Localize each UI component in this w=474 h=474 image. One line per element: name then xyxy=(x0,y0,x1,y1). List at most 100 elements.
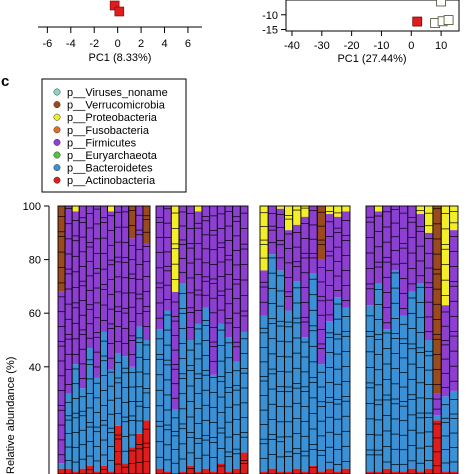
bar-segment xyxy=(135,326,143,434)
bar-segment xyxy=(341,211,350,308)
bar-segment xyxy=(58,206,66,292)
bar-segment xyxy=(202,468,210,474)
panel-b-x-tick-label: 0 xyxy=(408,40,414,52)
bar-segment xyxy=(325,468,334,474)
bar-segment xyxy=(194,471,202,474)
bar-segment xyxy=(186,465,195,474)
bar-segment xyxy=(121,356,129,464)
bar-segment xyxy=(424,232,433,340)
panel-a-point xyxy=(114,6,125,17)
bar-segment xyxy=(209,206,218,375)
panel-c-y-tick-label: 80 xyxy=(29,255,41,267)
legend-marker xyxy=(53,126,61,134)
panel-a-x-tick-label: 4 xyxy=(161,38,167,50)
bar-segment xyxy=(232,468,241,474)
bar-segment xyxy=(309,273,318,466)
panel-a-x-ticks: -6 -4 -2 0 2 4 6 xyxy=(42,27,191,50)
bar-segment xyxy=(317,471,326,474)
bar-segment xyxy=(186,340,195,466)
bar-segment xyxy=(135,206,143,327)
panel-a-x-tick-label: -6 xyxy=(42,38,52,50)
panel-a-x-tick-label: 0 xyxy=(115,38,121,50)
bar-segment xyxy=(432,420,442,474)
bar-segment xyxy=(416,214,425,284)
panel-c-y-tick-label: 60 xyxy=(29,308,41,320)
bar-segment xyxy=(374,211,383,284)
legend-label: p__Bacteroidetes xyxy=(67,163,153,175)
legend-label: p__Verrucomicrobia xyxy=(67,100,166,112)
bar-segment xyxy=(333,471,342,474)
bar-segment xyxy=(79,388,87,469)
panel-a-points xyxy=(109,0,125,17)
panel-c-y-tick-label: 100 xyxy=(23,201,41,213)
bar-segment xyxy=(374,206,383,212)
bar-segment xyxy=(107,471,115,474)
bar-segment xyxy=(407,206,417,292)
bar-segment xyxy=(225,337,233,472)
bar-segment xyxy=(135,433,143,474)
bar-segment xyxy=(128,206,136,239)
panel-b-points xyxy=(412,0,454,28)
panel-a-x-tick-label: -4 xyxy=(66,38,76,50)
bar-segment xyxy=(156,329,164,469)
legend-marker xyxy=(53,164,61,172)
bar-segment xyxy=(202,307,210,469)
bar-segment xyxy=(93,471,101,474)
bar-segment xyxy=(128,366,136,448)
bar-outline xyxy=(341,205,351,474)
panel-c-y-tick-label: 40 xyxy=(29,362,41,374)
bar-segment xyxy=(171,409,179,474)
bar-segment xyxy=(374,471,383,474)
bar-segment xyxy=(260,471,269,474)
bar-segment xyxy=(391,206,400,271)
bar-segment xyxy=(325,321,334,469)
bar-segment xyxy=(225,206,233,338)
bar-segment xyxy=(163,471,172,474)
bar-segment xyxy=(449,471,458,474)
bar-segment xyxy=(284,471,293,474)
bar-segment xyxy=(276,270,285,472)
panel-a-x-tick-label: 2 xyxy=(138,38,144,50)
bar-segment xyxy=(441,206,450,306)
bar-segment xyxy=(93,206,101,378)
bar-segment xyxy=(121,463,129,474)
legend-label: p__Firmicutes xyxy=(67,137,137,149)
bar-segment xyxy=(317,259,326,365)
panel-b-y-ticks: -10-15 xyxy=(262,10,286,37)
bar-segment xyxy=(114,353,122,426)
bar-segment xyxy=(416,206,425,215)
bar-segment xyxy=(232,361,241,469)
legend-label: p__Viruses_noname xyxy=(67,87,168,99)
bar-segment xyxy=(441,471,450,474)
bar-segment xyxy=(209,471,218,474)
legend-marker xyxy=(53,176,61,184)
legend-marker xyxy=(53,101,61,109)
bar-segment xyxy=(260,315,269,472)
bar-segment xyxy=(341,307,350,469)
bar-segment xyxy=(432,393,442,416)
bar-segment xyxy=(179,471,187,474)
bar-segment xyxy=(300,206,310,217)
bar-segment xyxy=(366,471,375,474)
bar-segment xyxy=(107,211,115,370)
bar-segment xyxy=(325,206,334,215)
legend-label: p__Fusobacteria xyxy=(67,125,150,137)
bar-segment xyxy=(449,206,458,231)
bar-segment xyxy=(128,238,136,367)
bar-segment xyxy=(333,216,342,298)
panel-b-y-tick-label: -15 xyxy=(262,25,278,37)
bar-segment xyxy=(163,310,172,472)
bar-segment xyxy=(79,206,87,389)
bar-segment xyxy=(399,315,408,472)
bar-segment xyxy=(341,468,350,474)
bar-segment xyxy=(284,206,293,231)
bar-segment xyxy=(260,270,269,316)
bar-segment xyxy=(128,447,136,474)
legend-box xyxy=(41,78,187,193)
panel-c: c p__Viruses_nonamep__Verrucomicrobiap__… xyxy=(1,73,459,474)
bar-segment xyxy=(194,206,202,212)
bar-segment xyxy=(65,393,73,469)
bar-segment xyxy=(93,377,101,472)
bar-segment xyxy=(194,211,202,324)
bar-segment xyxy=(72,471,80,474)
